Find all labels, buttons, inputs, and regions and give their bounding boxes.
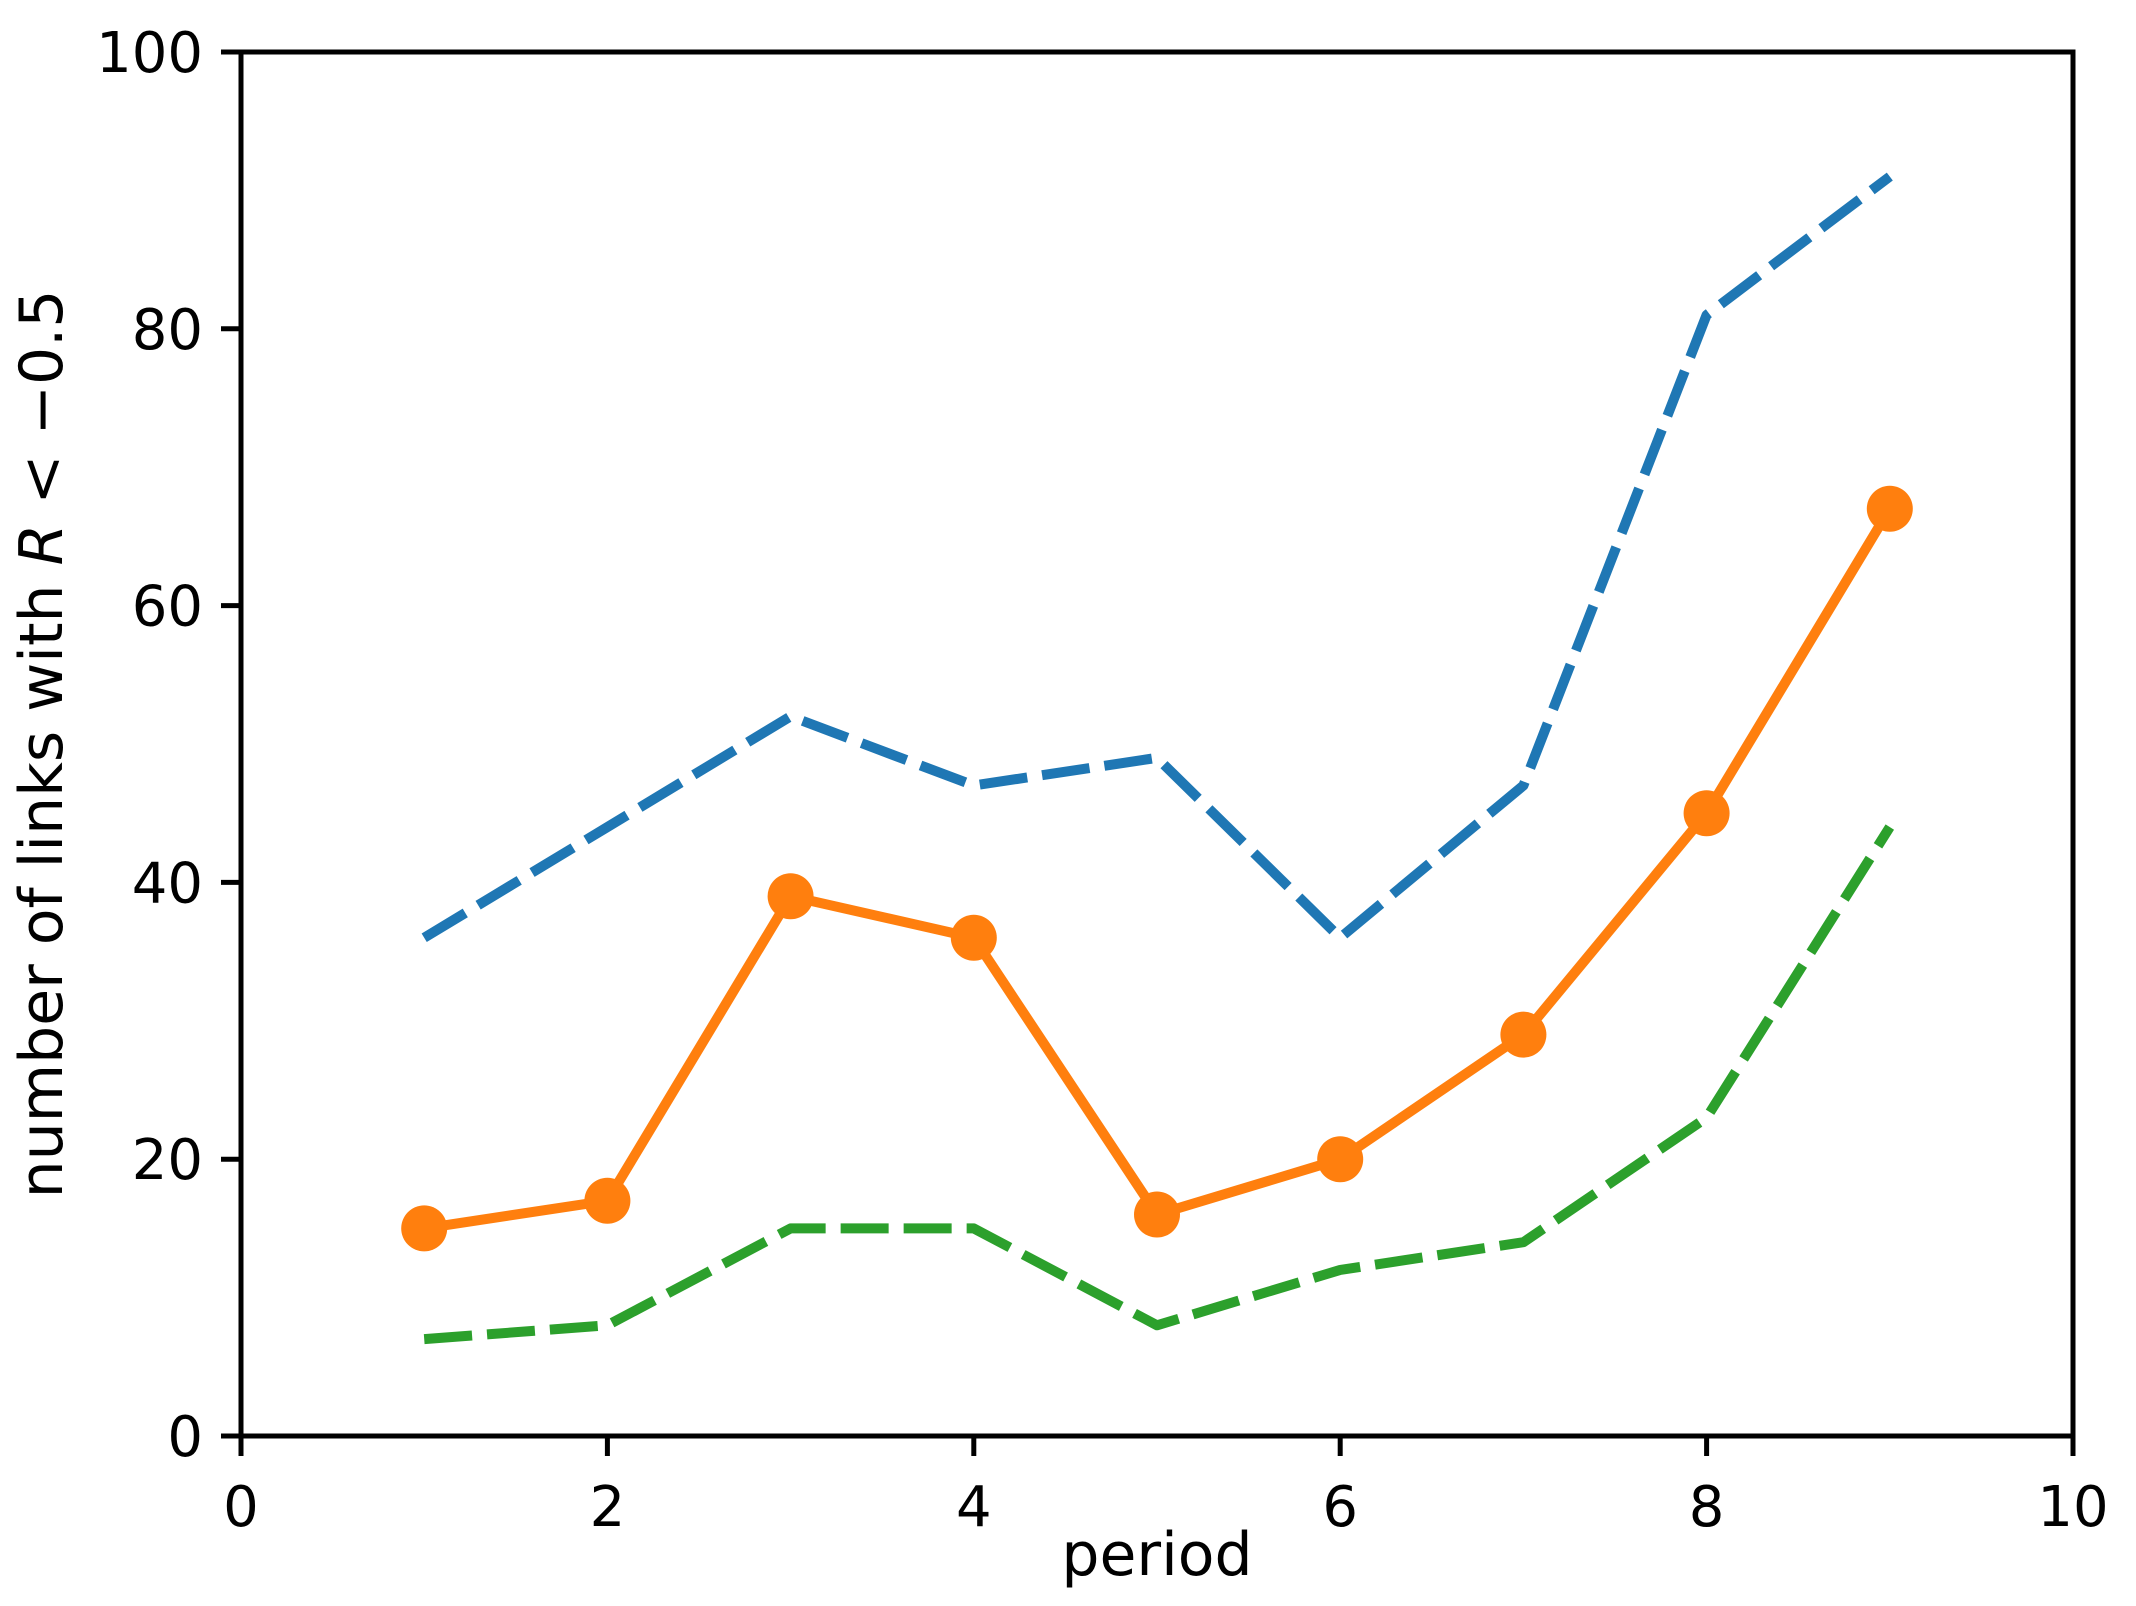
data-point-median [1683,790,1730,837]
x-tick-label: 4 [956,1475,992,1540]
y-tick-label: 60 [132,575,203,640]
y-tick-label: 40 [132,851,203,916]
y-axis-label: number of links with R < −0.5 [7,290,77,1199]
y-axis-label-variable: R [7,524,77,566]
series-layer [401,172,1913,1345]
data-point-median [584,1177,631,1224]
y-tick-label: 100 [96,21,203,86]
data-point-median [767,873,814,920]
series-line-median [423,506,1895,1234]
data-point-median [950,914,997,961]
x-tick-label: 8 [1689,1475,1725,1540]
data-point-median [1134,1191,1180,1238]
data-point-median [1866,485,1913,532]
y-axis-label-suffix: < −0.5 [7,290,77,524]
tick-layer [221,49,2076,1456]
data-point-median [1500,1011,1547,1058]
x-tick-label: 0 [223,1475,259,1540]
y-tick-label: 20 [132,1128,203,1193]
y-tick-label: 80 [132,298,203,363]
data-point-median [1317,1136,1364,1183]
x-tick-label: 2 [590,1475,626,1540]
series-line-lower-bound [423,824,1895,1345]
x-tick-label: 10 [2037,1475,2108,1540]
y-axis-label-prefix: number of links with [7,565,77,1198]
x-axis-label: period [1061,1520,1252,1590]
series-line-upper-bound [421,172,1893,943]
data-point-median [401,1205,448,1252]
axes-spines [238,49,2076,1439]
x-tick-label: 6 [1322,1475,1358,1540]
y-tick-label: 0 [167,1405,203,1470]
